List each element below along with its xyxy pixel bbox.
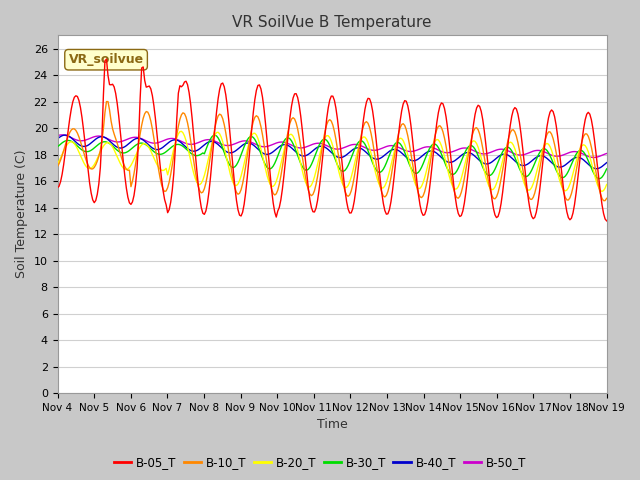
- B-40_T: [122, 143, 130, 148]
- B-30_T: [246, 134, 254, 140]
- B-05_T: [295, 102, 303, 108]
- B-40_T: [603, 160, 611, 166]
- Line: B-40_T: B-40_T: [58, 135, 607, 168]
- B-50_T: [58, 132, 66, 138]
- B-20_T: [219, 139, 227, 145]
- Line: B-30_T: B-30_T: [58, 135, 607, 179]
- B-10_T: [237, 187, 245, 192]
- B-10_T: [573, 160, 581, 166]
- B-40_T: [54, 136, 61, 142]
- B-50_T: [295, 145, 303, 151]
- B-10_T: [122, 166, 130, 172]
- B-30_T: [573, 149, 581, 155]
- X-axis label: Time: Time: [317, 419, 348, 432]
- Title: VR SoilVue B Temperature: VR SoilVue B Temperature: [232, 15, 432, 30]
- B-30_T: [219, 145, 227, 151]
- B-40_T: [237, 144, 245, 149]
- B-40_T: [61, 132, 69, 138]
- B-20_T: [177, 129, 185, 134]
- Line: B-50_T: B-50_T: [58, 135, 607, 157]
- B-30_T: [237, 152, 245, 158]
- B-40_T: [246, 141, 254, 146]
- B-30_T: [54, 144, 61, 150]
- B-30_T: [595, 176, 603, 181]
- B-30_T: [603, 166, 611, 172]
- Legend: B-05_T, B-10_T, B-20_T, B-30_T, B-40_T, B-50_T: B-05_T, B-10_T, B-20_T, B-30_T, B-40_T, …: [109, 452, 531, 474]
- B-05_T: [603, 218, 611, 224]
- B-20_T: [246, 136, 254, 142]
- B-50_T: [219, 142, 227, 147]
- B-50_T: [591, 155, 598, 160]
- Text: VR_soilvue: VR_soilvue: [68, 53, 143, 66]
- B-50_T: [603, 151, 611, 156]
- B-40_T: [592, 166, 600, 171]
- B-40_T: [295, 152, 303, 157]
- B-20_T: [573, 153, 581, 159]
- Line: B-10_T: B-10_T: [58, 102, 607, 201]
- B-30_T: [121, 150, 129, 156]
- B-10_T: [54, 163, 61, 169]
- B-30_T: [295, 157, 303, 163]
- Line: B-05_T: B-05_T: [58, 59, 607, 221]
- B-05_T: [219, 80, 227, 86]
- B-40_T: [573, 155, 581, 160]
- B-20_T: [598, 189, 606, 194]
- B-50_T: [246, 139, 254, 145]
- B-20_T: [237, 173, 245, 179]
- B-10_T: [603, 195, 611, 201]
- B-05_T: [102, 56, 110, 62]
- B-50_T: [573, 149, 581, 155]
- B-10_T: [219, 116, 227, 121]
- B-05_T: [122, 185, 130, 191]
- B-10_T: [600, 198, 607, 204]
- Line: B-20_T: B-20_T: [58, 132, 607, 192]
- B-30_T: [211, 132, 219, 138]
- Y-axis label: Soil Temperature (C): Soil Temperature (C): [15, 150, 28, 278]
- B-40_T: [219, 146, 227, 152]
- B-20_T: [603, 181, 611, 187]
- B-50_T: [237, 139, 245, 144]
- B-10_T: [246, 133, 254, 139]
- B-50_T: [54, 133, 61, 139]
- B-10_T: [102, 99, 110, 105]
- B-10_T: [295, 134, 303, 140]
- B-50_T: [122, 137, 130, 143]
- B-05_T: [246, 142, 254, 147]
- B-05_T: [573, 178, 581, 183]
- B-20_T: [295, 155, 303, 160]
- B-05_T: [237, 213, 245, 219]
- B-05_T: [54, 185, 61, 191]
- B-20_T: [54, 161, 61, 167]
- B-20_T: [121, 167, 129, 172]
